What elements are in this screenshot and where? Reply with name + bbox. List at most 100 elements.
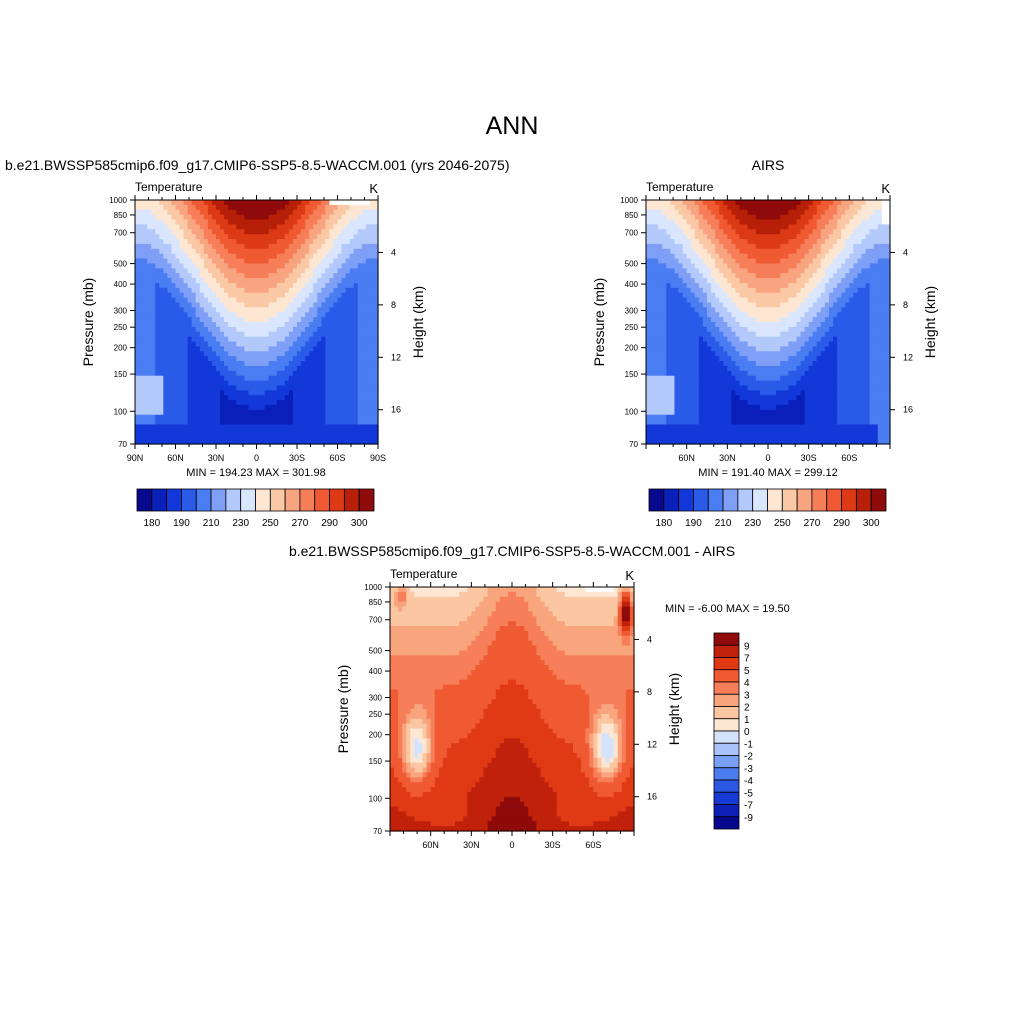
field-cell [755, 214, 761, 221]
field-cell [228, 268, 233, 274]
field-cell [329, 404, 335, 411]
field-cell [666, 273, 671, 279]
field-cell [284, 370, 290, 377]
field-cell [264, 439, 270, 445]
field-cell [772, 209, 777, 216]
field-cell [702, 370, 708, 377]
field-cell [357, 326, 363, 333]
field-cell [301, 282, 306, 289]
field-cell [203, 419, 209, 426]
field-cell [759, 287, 765, 294]
field-cell [715, 356, 720, 362]
field-cell [228, 336, 233, 343]
field-cell [159, 234, 164, 240]
field-cell [301, 385, 306, 391]
field-cell [143, 375, 148, 382]
field-cell [361, 419, 367, 426]
field-cell [187, 414, 193, 421]
field-cell [155, 380, 160, 387]
field-cell [666, 361, 671, 367]
field-cell [252, 224, 258, 230]
field-cell [191, 400, 197, 406]
field-cell [151, 404, 156, 411]
field-cell [309, 429, 314, 435]
field-cell [373, 395, 379, 401]
field-cell [759, 346, 765, 352]
field-cell [240, 341, 245, 347]
field-cell [203, 253, 209, 260]
field-cell [650, 268, 655, 274]
field-cell [179, 234, 185, 240]
field-cell [175, 419, 181, 426]
field-cell [305, 253, 310, 260]
field-cell [792, 356, 798, 362]
field-cell [780, 229, 785, 235]
field-cell [341, 439, 347, 445]
field-cell [288, 439, 294, 445]
field-cell [735, 380, 741, 387]
field-cell [236, 351, 241, 357]
field-cell [743, 258, 749, 265]
field-cell [175, 278, 181, 284]
field-cell [252, 282, 258, 289]
field-cell [345, 341, 351, 347]
field-cell [353, 258, 359, 265]
field-cell [698, 331, 704, 338]
field-cell [788, 370, 793, 377]
field-cell [325, 204, 330, 211]
field-cell [167, 302, 173, 308]
field-cell [187, 292, 193, 299]
field-cell [768, 419, 773, 426]
field-cell [301, 273, 306, 279]
field-cell [727, 317, 732, 323]
field-cell [301, 243, 306, 250]
field-cell [690, 239, 696, 245]
field-cell [159, 331, 164, 338]
field-cell [715, 263, 720, 269]
field-cell [780, 380, 785, 387]
field-cell [329, 278, 335, 284]
field-cell [183, 224, 189, 230]
field-cell [135, 434, 140, 440]
field-cell [187, 234, 193, 240]
field-cell [759, 224, 765, 230]
field-cell [768, 395, 773, 401]
field-cell [280, 297, 286, 304]
field-cell [256, 278, 262, 284]
field-cell [199, 322, 205, 328]
field-cell [232, 385, 237, 391]
field-cell [768, 214, 773, 221]
field-cell [715, 234, 720, 240]
field-cell [698, 307, 704, 313]
field-cell [288, 365, 294, 372]
field-cell [207, 385, 213, 391]
field-cell [260, 302, 266, 308]
field-cell [260, 278, 266, 284]
field-cell [321, 219, 326, 225]
field-cell [207, 278, 213, 284]
field-cell [670, 400, 676, 406]
field-cell [256, 312, 262, 318]
field-cell [337, 200, 343, 206]
field-cell [365, 209, 371, 216]
field-cell [143, 297, 148, 304]
field-cell [369, 346, 375, 352]
field-cell [139, 253, 144, 260]
field-cell [216, 253, 221, 260]
field-cell [650, 419, 655, 426]
field-cell [373, 361, 379, 367]
field-cell [654, 395, 659, 401]
field-cell [792, 204, 798, 211]
field-cell [776, 331, 781, 338]
field-cell [175, 312, 181, 318]
field-cell [224, 317, 229, 323]
field-cell [768, 400, 773, 406]
field-cell [650, 278, 655, 284]
field-cell [187, 209, 193, 216]
field-cell [349, 224, 355, 230]
field-cell [715, 365, 720, 372]
field-cell [297, 292, 302, 299]
field-cell [228, 214, 233, 221]
field-cell [248, 287, 254, 294]
field-cell [264, 346, 270, 352]
